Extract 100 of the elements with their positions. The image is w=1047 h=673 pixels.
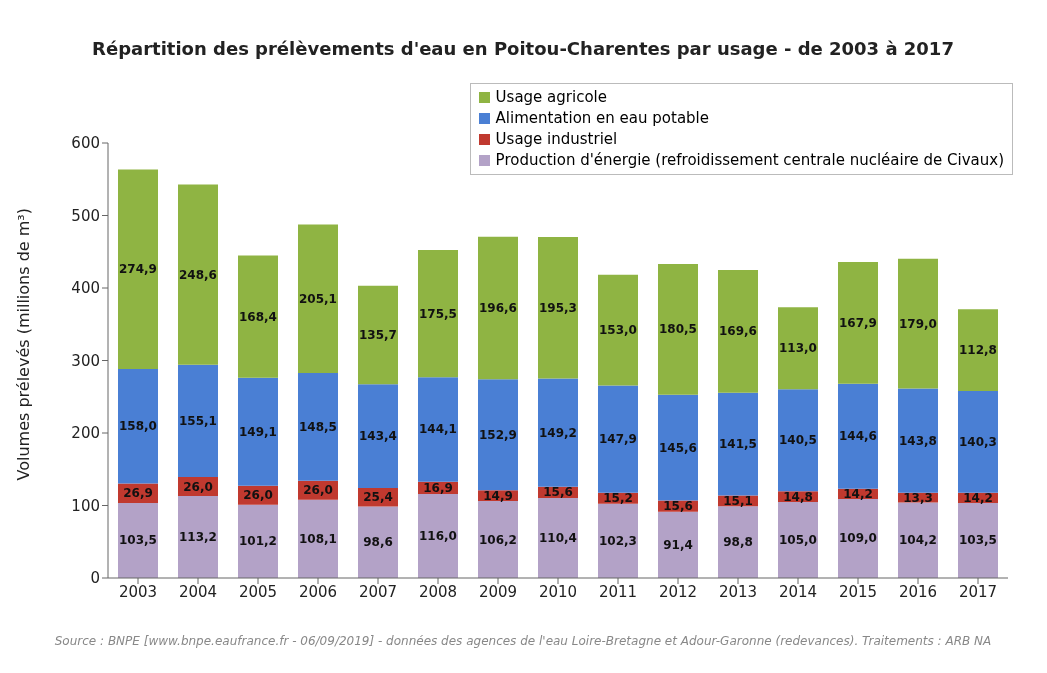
- bar: [118, 368, 158, 484]
- data-label: 167,9: [839, 315, 877, 330]
- bar: [838, 262, 878, 384]
- x-tick-label: 2011: [598, 582, 638, 601]
- data-label: 15,6: [543, 485, 573, 500]
- bar: [658, 394, 698, 501]
- legend-label: Usage industriel: [494, 129, 619, 150]
- data-label: 144,1: [419, 422, 457, 437]
- x-tick-label: 2014: [778, 582, 818, 601]
- bar: [178, 184, 218, 365]
- data-label: 26,0: [243, 488, 273, 503]
- bar: [838, 498, 878, 578]
- bar: [478, 501, 518, 578]
- bar: [478, 379, 518, 491]
- bar: [898, 388, 938, 493]
- bar: [598, 385, 638, 493]
- data-label: 143,4: [359, 429, 397, 444]
- data-label: 175,5: [419, 306, 457, 321]
- bar: [298, 373, 338, 481]
- chart-title: Répartition des prélèvements d'eau en Poitou-Charentes par usage - de 2003 à 2017: [91, 37, 955, 61]
- x-tick-label: 2016: [898, 582, 938, 601]
- bar: [538, 236, 578, 379]
- legend-label: Alimentation en eau potable: [494, 108, 710, 129]
- legend-label: Production d'énergie (refroidissement centrale nucléaire de Civaux): [494, 150, 1004, 171]
- bar: [598, 503, 638, 578]
- bar: [358, 506, 398, 578]
- data-label: 195,3: [539, 300, 577, 315]
- bar: [898, 258, 938, 389]
- y-tick-label: 200: [71, 424, 100, 443]
- data-label: 106,2: [479, 532, 517, 547]
- x-tick-label: 2006: [298, 582, 338, 601]
- data-label: 179,0: [899, 316, 937, 331]
- bar: [358, 285, 398, 385]
- data-label: 140,5: [779, 433, 817, 448]
- data-label: 98,6: [363, 535, 393, 550]
- data-label: 148,5: [299, 419, 337, 434]
- bar: [118, 502, 158, 578]
- bar: [778, 307, 818, 390]
- data-label: 108,1: [299, 531, 337, 546]
- y-tick-label: 600: [71, 134, 100, 153]
- data-label: 103,5: [959, 533, 997, 548]
- data-label: 109,0: [839, 531, 877, 546]
- data-label: 143,8: [899, 433, 937, 448]
- data-label: 149,1: [239, 424, 277, 439]
- y-tick-label: 300: [71, 351, 100, 370]
- data-label: 15,2: [603, 491, 633, 506]
- bar: [418, 377, 458, 482]
- bar: [238, 377, 278, 486]
- x-tick-label: 2009: [478, 582, 518, 601]
- data-label: 144,6: [839, 429, 877, 444]
- data-label: 14,8: [783, 489, 813, 504]
- bar: [898, 502, 938, 578]
- data-label: 16,9: [423, 480, 453, 495]
- data-label: 25,4: [363, 490, 393, 505]
- bar: [958, 309, 998, 391]
- data-label: 13,3: [903, 490, 933, 505]
- bar: [838, 383, 878, 489]
- bar: [718, 392, 758, 496]
- x-tick-label: 2010: [538, 582, 578, 601]
- bar: [958, 502, 998, 578]
- data-label: 149,2: [539, 425, 577, 440]
- x-tick-label: 2007: [358, 582, 398, 601]
- data-label: 169,6: [719, 324, 757, 339]
- x-tick-label: 2004: [178, 582, 218, 601]
- bar: [358, 384, 398, 489]
- data-label: 158,0: [119, 419, 157, 434]
- bar: [298, 499, 338, 578]
- data-label: 168,4: [239, 309, 277, 324]
- data-label: 180,5: [659, 322, 697, 337]
- bar: [178, 495, 218, 578]
- data-label: 15,6: [663, 499, 693, 514]
- x-tick-label: 2003: [118, 582, 158, 601]
- data-label: 196,6: [479, 301, 517, 316]
- y-axis-title: Volumes prélevés (millions de m³): [13, 208, 33, 481]
- data-label: 98,8: [723, 535, 753, 550]
- bar: [118, 169, 158, 369]
- bar: [658, 264, 698, 395]
- bar: [778, 389, 818, 492]
- bar: [538, 378, 578, 487]
- y-tick-label: 500: [71, 206, 100, 225]
- data-label: 102,3: [599, 533, 637, 548]
- x-tick-label: 2015: [838, 582, 878, 601]
- data-label: 26,0: [183, 479, 213, 494]
- source-note: Source : BNPE [www.bnpe.eaufrance.fr - 06/09/2019] - données des agences de l'eau Loire-Bretagne et Adour-Garonne (redevances). Traitements : ARB NA: [53, 634, 993, 648]
- data-label: 104,2: [899, 533, 937, 548]
- data-label: 26,0: [303, 483, 333, 498]
- bar: [718, 269, 758, 393]
- data-label: 113,0: [779, 341, 817, 356]
- data-label: 205,1: [299, 291, 337, 306]
- legend-label: Usage agricole: [494, 87, 608, 108]
- data-label: 153,0: [599, 323, 637, 338]
- bar: [658, 511, 698, 578]
- data-label: 140,3: [959, 434, 997, 449]
- bar: [598, 274, 638, 386]
- data-label: 152,9: [479, 427, 517, 442]
- bar: [778, 501, 818, 578]
- data-label: 274,9: [119, 262, 157, 277]
- data-label: 110,4: [539, 530, 577, 545]
- bar: [238, 255, 278, 378]
- bar: [178, 364, 218, 478]
